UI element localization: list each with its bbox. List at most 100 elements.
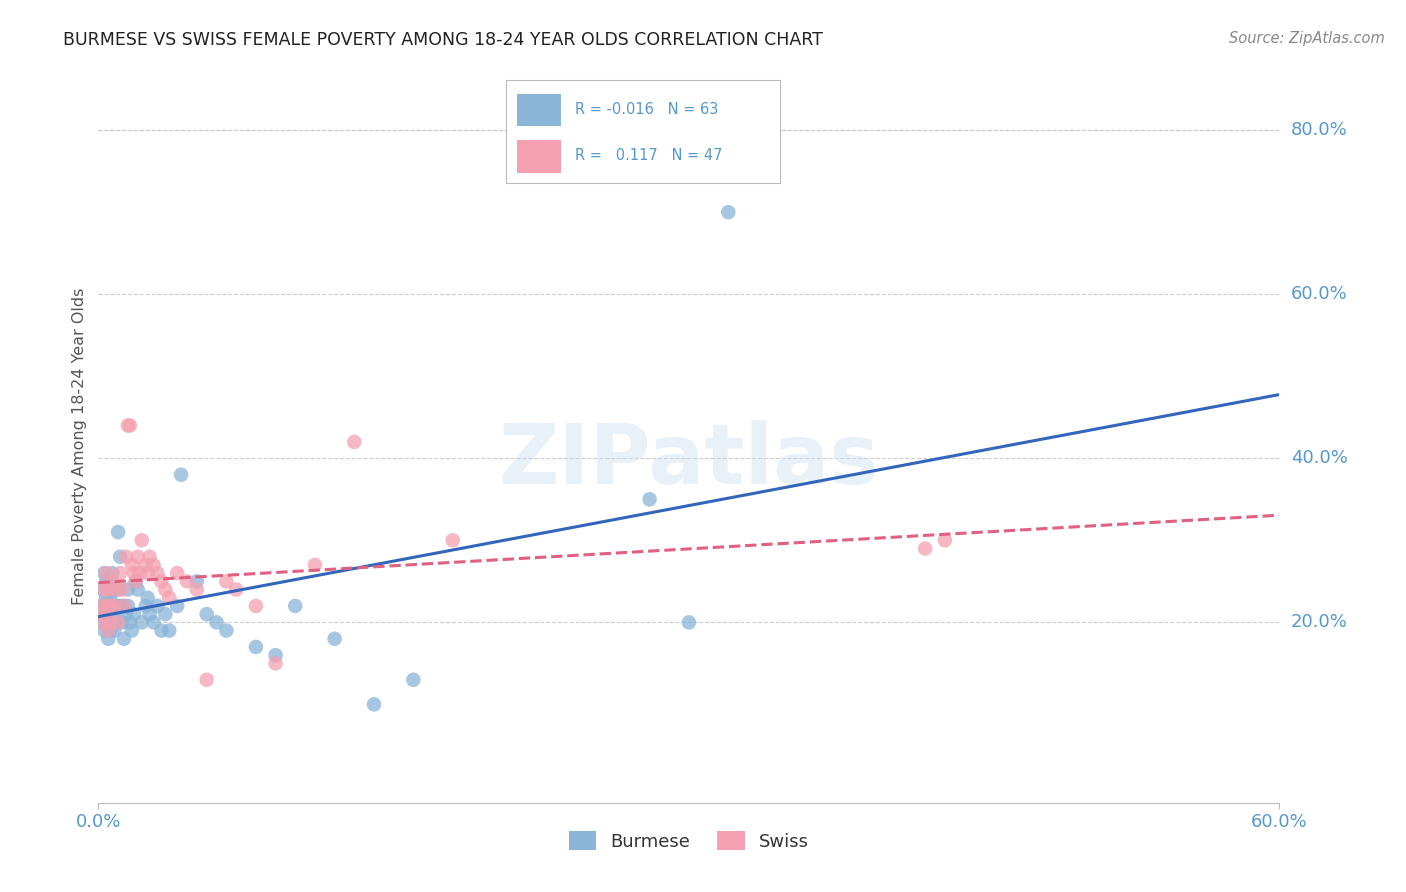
Point bbox=[105, 599, 128, 613]
Point bbox=[245, 640, 267, 654]
Bar bbox=[517, 140, 561, 173]
Point bbox=[638, 492, 661, 507]
Text: 60.0%: 60.0% bbox=[1291, 285, 1347, 303]
Point bbox=[186, 582, 208, 597]
Point bbox=[103, 599, 125, 613]
Point bbox=[122, 607, 145, 622]
Point bbox=[105, 582, 128, 597]
Point bbox=[107, 582, 129, 597]
Point bbox=[97, 624, 120, 638]
Point bbox=[121, 624, 143, 638]
Point bbox=[176, 574, 198, 589]
Point bbox=[118, 418, 141, 433]
Point bbox=[112, 599, 135, 613]
Point bbox=[93, 624, 115, 638]
Point bbox=[101, 566, 124, 581]
Point bbox=[264, 648, 287, 662]
Text: 40.0%: 40.0% bbox=[1291, 450, 1347, 467]
Point bbox=[122, 566, 145, 581]
Point bbox=[157, 624, 180, 638]
Point bbox=[284, 599, 307, 613]
Point bbox=[96, 566, 118, 581]
Point bbox=[108, 566, 131, 581]
Point bbox=[96, 599, 118, 613]
Point bbox=[117, 599, 139, 613]
Point bbox=[441, 533, 464, 548]
Point bbox=[93, 599, 115, 613]
Point bbox=[101, 599, 124, 613]
Bar bbox=[517, 94, 561, 127]
Point bbox=[195, 607, 218, 622]
Point bbox=[112, 632, 135, 646]
Point bbox=[136, 591, 159, 605]
Point bbox=[103, 582, 125, 597]
Point bbox=[97, 615, 120, 630]
Point bbox=[138, 607, 160, 622]
Text: R = -0.016   N = 63: R = -0.016 N = 63 bbox=[575, 102, 718, 117]
Point bbox=[103, 607, 125, 622]
Point bbox=[98, 624, 121, 638]
Y-axis label: Female Poverty Among 18-24 Year Olds: Female Poverty Among 18-24 Year Olds bbox=[72, 287, 87, 605]
Point bbox=[146, 599, 169, 613]
Point bbox=[115, 607, 138, 622]
Point bbox=[215, 624, 238, 638]
Point bbox=[914, 541, 936, 556]
Text: BURMESE VS SWISS FEMALE POVERTY AMONG 18-24 YEAR OLDS CORRELATION CHART: BURMESE VS SWISS FEMALE POVERTY AMONG 18… bbox=[63, 31, 823, 49]
Point bbox=[97, 582, 120, 597]
Point bbox=[125, 574, 148, 589]
Point bbox=[205, 615, 228, 630]
Point bbox=[195, 673, 218, 687]
Point bbox=[135, 599, 157, 613]
Point bbox=[98, 599, 121, 613]
Point bbox=[304, 558, 326, 572]
Point bbox=[142, 615, 165, 630]
Point bbox=[225, 582, 247, 597]
Point bbox=[96, 591, 118, 605]
Point bbox=[127, 582, 149, 597]
Point bbox=[155, 582, 177, 597]
Point bbox=[121, 558, 143, 572]
Point bbox=[678, 615, 700, 630]
Point bbox=[97, 632, 120, 646]
Point bbox=[93, 582, 115, 597]
Text: 20.0%: 20.0% bbox=[1291, 614, 1347, 632]
Point bbox=[402, 673, 425, 687]
Text: ZIPatlas: ZIPatlas bbox=[499, 420, 879, 500]
Point bbox=[107, 615, 129, 630]
Point bbox=[131, 533, 153, 548]
Legend: Burmese, Swiss: Burmese, Swiss bbox=[562, 824, 815, 858]
Point bbox=[108, 599, 131, 613]
Point bbox=[118, 615, 141, 630]
Point bbox=[93, 566, 115, 581]
Point bbox=[127, 549, 149, 564]
Point bbox=[150, 574, 173, 589]
Point bbox=[363, 698, 385, 712]
Text: 80.0%: 80.0% bbox=[1291, 121, 1347, 139]
Point bbox=[111, 582, 134, 597]
Point bbox=[98, 607, 121, 622]
Point bbox=[107, 525, 129, 540]
Point bbox=[157, 591, 180, 605]
Point bbox=[101, 574, 124, 589]
Text: R =   0.117   N = 47: R = 0.117 N = 47 bbox=[575, 148, 723, 162]
Point bbox=[111, 615, 134, 630]
Point bbox=[128, 566, 150, 581]
Point bbox=[131, 615, 153, 630]
Point bbox=[170, 467, 193, 482]
Point bbox=[91, 615, 114, 630]
Point bbox=[150, 624, 173, 638]
Point bbox=[215, 574, 238, 589]
Point bbox=[97, 582, 120, 597]
Point bbox=[105, 615, 128, 630]
Point bbox=[103, 624, 125, 638]
Point bbox=[146, 566, 169, 581]
Point bbox=[245, 599, 267, 613]
Point bbox=[101, 615, 124, 630]
Point bbox=[108, 549, 131, 564]
Point bbox=[91, 582, 114, 597]
Point bbox=[264, 657, 287, 671]
Point bbox=[343, 434, 366, 449]
Point bbox=[186, 574, 208, 589]
Point bbox=[96, 607, 118, 622]
Point bbox=[112, 599, 135, 613]
